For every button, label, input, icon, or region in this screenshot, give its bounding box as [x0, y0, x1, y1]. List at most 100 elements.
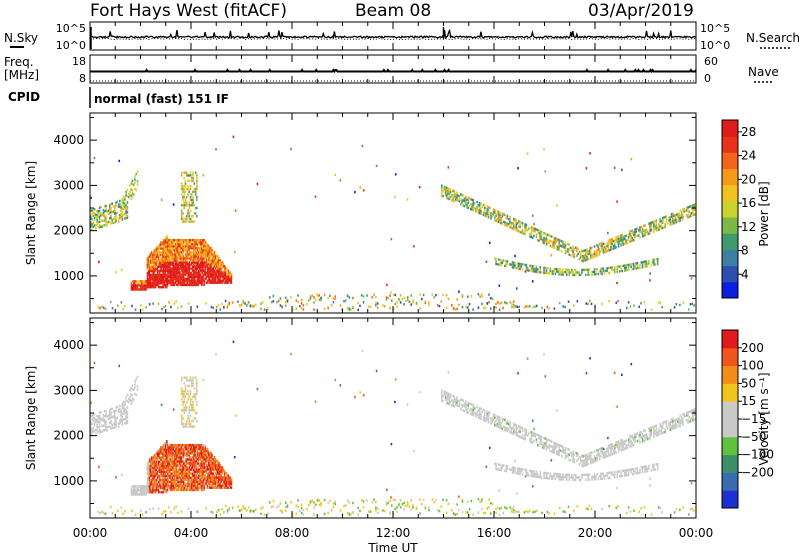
power-cell [301, 307, 303, 309]
power-cell [301, 299, 303, 301]
velocity-cell [455, 514, 457, 516]
power-cell [562, 273, 564, 275]
velocity-cell [96, 423, 98, 425]
power-cell [152, 251, 154, 253]
power-cell [235, 209, 237, 211]
power-cell [662, 222, 664, 224]
velocity-cell [190, 377, 192, 379]
power-cell [390, 291, 392, 293]
velocity-cell [509, 506, 511, 508]
power-cell [350, 308, 352, 310]
velocity-cell [132, 394, 134, 396]
power-cell [546, 269, 548, 271]
power-cell [454, 190, 456, 192]
power-cell [333, 301, 335, 303]
power-cell [591, 246, 593, 248]
velocity-cell [488, 506, 490, 508]
velocity-cell [439, 510, 441, 512]
velocity-cell [541, 512, 543, 514]
power-cell [617, 300, 619, 302]
power-cell [188, 191, 190, 193]
velocity-cell [190, 423, 192, 425]
power-cell [161, 308, 163, 310]
velocity-cell [118, 425, 120, 427]
velocity-cell [474, 407, 476, 409]
power-cell [413, 245, 415, 247]
power-cell [396, 306, 398, 308]
power-cell [416, 302, 418, 304]
velocity-cell [527, 510, 529, 512]
power-cell [170, 306, 172, 308]
velocity-cell [183, 398, 185, 400]
velocity-cell [412, 504, 414, 506]
power-cell [166, 235, 168, 237]
power-cell [372, 296, 374, 298]
velocity-cell [163, 511, 165, 513]
velocity-cell [181, 415, 183, 417]
velocity-cell [334, 500, 336, 502]
velocity-cell [188, 412, 190, 414]
power-cell [547, 306, 549, 308]
power-cell [603, 243, 605, 245]
power-cell [575, 274, 577, 276]
velocity-cell [188, 406, 190, 408]
power-cell [306, 303, 308, 305]
power-cell [163, 306, 165, 308]
velocity-cell [112, 512, 114, 514]
power-cell [297, 294, 299, 296]
power-cell [145, 306, 147, 308]
power-cell [253, 305, 255, 307]
velocity-cell [128, 401, 130, 403]
power-cell [497, 301, 499, 303]
velocity-cell [174, 454, 176, 456]
power-cell [125, 191, 127, 193]
power-cell [433, 296, 435, 298]
velocity-cell [186, 401, 188, 403]
velocity-cell [182, 417, 184, 419]
date-label: 03/Apr/2019 [588, 1, 694, 21]
freq-label: Freq. [4, 55, 34, 69]
velocity-cell [122, 419, 124, 421]
power-cell [386, 296, 388, 298]
velocity-cell [446, 512, 448, 514]
power-ylabel: Slant Range [km] [24, 161, 38, 265]
power-cell [456, 308, 458, 310]
power-cell [589, 300, 591, 302]
power-cell [190, 185, 192, 187]
power-cell [660, 302, 662, 304]
velocity-cell [481, 498, 483, 500]
power-cell [473, 199, 475, 201]
power-cell [480, 203, 482, 205]
power-cell [133, 193, 135, 195]
power-cell [577, 300, 579, 302]
power-cell [589, 268, 591, 270]
velocity-cell [226, 472, 228, 474]
power-cell [98, 306, 100, 308]
power-cell [384, 305, 386, 307]
power-cell [533, 223, 535, 225]
power-cell [132, 196, 134, 198]
velocity-cell [165, 510, 167, 512]
power-cell [516, 287, 518, 289]
range-tick-label: 4000 [53, 133, 84, 147]
power-cell [478, 293, 480, 295]
power-cell [114, 210, 116, 212]
velocity-cell [244, 507, 246, 509]
power-cell [651, 229, 653, 231]
velocity-cell [117, 406, 119, 408]
power-cell [285, 301, 287, 303]
velocity-cell [280, 502, 282, 504]
power-cell [586, 167, 588, 169]
velocity-cell [433, 501, 435, 503]
power-cell [319, 294, 321, 296]
velocity-cell [192, 385, 194, 387]
velocity-cell [94, 413, 96, 415]
power-cell [183, 188, 185, 190]
range-tick-label: 1000 [53, 269, 84, 283]
power-cell [375, 301, 377, 303]
velocity-cell [187, 398, 189, 400]
velocity-cell [547, 511, 549, 513]
velocity-cell [99, 426, 101, 428]
velocity-cell [196, 420, 198, 422]
velocity-cell [450, 396, 452, 398]
